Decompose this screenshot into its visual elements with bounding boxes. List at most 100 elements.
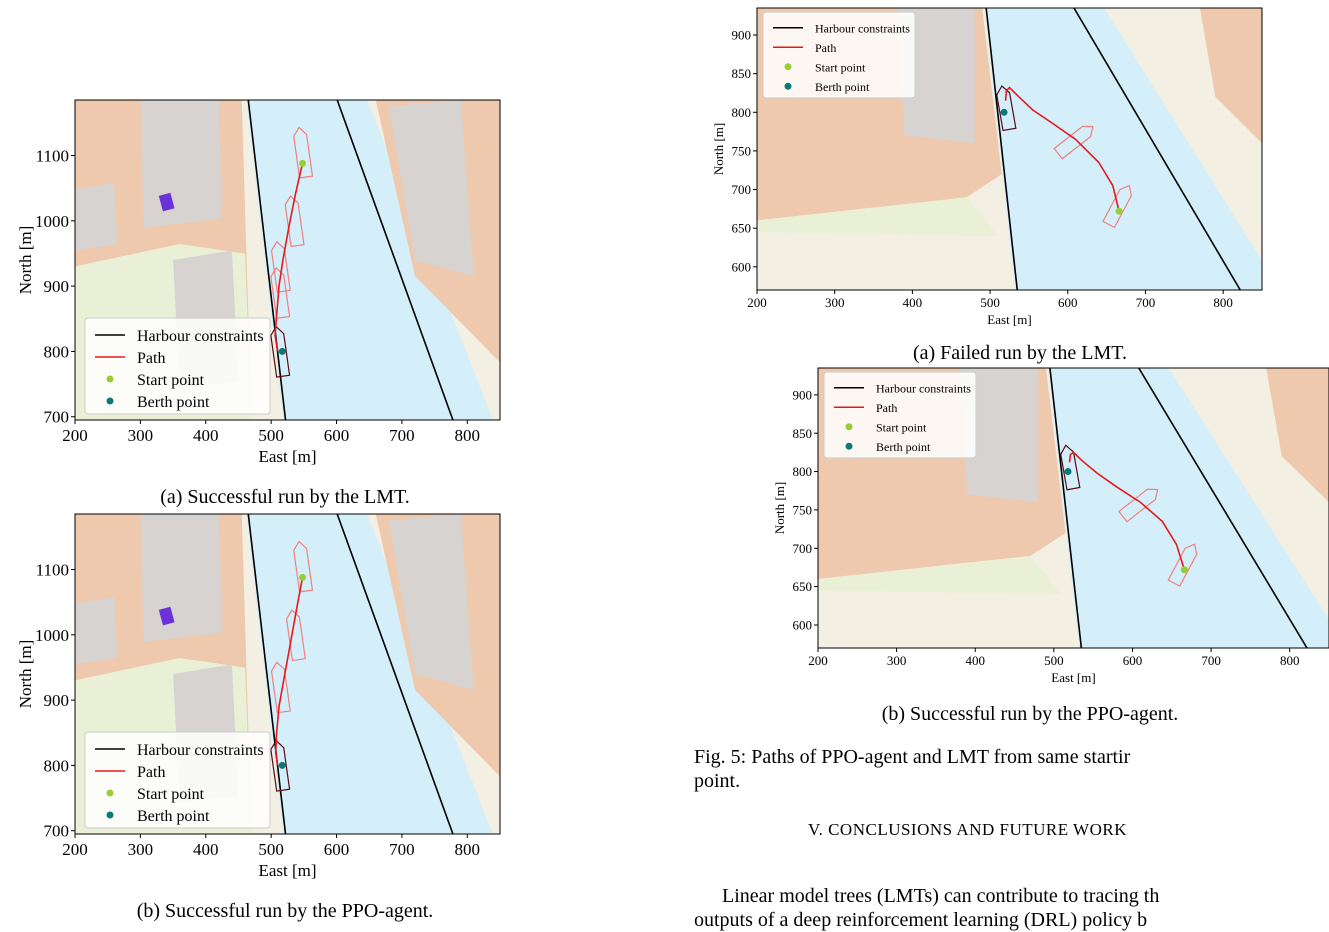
figure-left-a: 200 300 400 500 600 700 800 700 800 900 1000 1100 Ea…	[0, 88, 520, 508]
x-tick-label: 200	[747, 295, 767, 310]
y-tick-label: 850	[732, 66, 752, 81]
start-point-marker	[299, 573, 307, 581]
vessel-outline	[1102, 184, 1132, 229]
section-heading: V. CONCLUSIONS AND FUTURE WORK	[808, 820, 1127, 839]
legend-label: Harbour constraints	[876, 381, 971, 395]
marker-block	[158, 606, 175, 626]
y-tick-label: 1000	[35, 212, 69, 231]
legend-box	[762, 11, 916, 99]
legend-label: Path	[815, 41, 836, 55]
x-axis-label: East [m]	[1051, 670, 1095, 685]
berth-point-marker	[278, 761, 286, 769]
map-background	[757, 8, 1262, 290]
body-text-line1: Linear model trees (LMTs) can contribute…	[722, 885, 1160, 907]
x-tick-label: 400	[965, 653, 985, 668]
harbour-constraint-line	[985, 8, 1019, 290]
x-tick-label: 300	[825, 295, 845, 310]
plot-frame	[756, 7, 1263, 291]
vessel-outline	[285, 609, 306, 662]
x-axis-label: East [m]	[987, 312, 1031, 327]
x-tick-label: 800	[455, 840, 481, 859]
x-tick-label: 700	[1136, 295, 1156, 310]
plot-frame	[74, 513, 501, 835]
legend-label: Harbour constraints	[815, 21, 910, 35]
legend-label: Start point	[137, 786, 205, 803]
building	[896, 8, 975, 144]
vessel-outline	[270, 661, 291, 714]
y-tick-label: 750	[732, 143, 752, 158]
plot-right-a: 200 300 400 500 600 700 800 600 650 700 750 800 850 9…	[711, 7, 1263, 327]
building	[388, 514, 474, 690]
figure-caption-line1: Fig. 5: Paths of PPO-agent and LMT from …	[694, 746, 1131, 768]
water-area	[984, 8, 1262, 290]
legend-label: Path	[876, 401, 897, 415]
harbour-constraint-line	[1138, 368, 1308, 648]
legend-berth-swatch	[845, 442, 853, 450]
legend-label: Harbour constraints	[137, 328, 264, 345]
x-tick-label: 500	[980, 295, 1000, 310]
x-tick-label: 200	[62, 426, 88, 445]
figure-caption-line2: point.	[694, 770, 741, 792]
vessel-outline	[293, 126, 314, 179]
y-tick-label: 650	[793, 579, 813, 594]
x-tick-label: 200	[808, 653, 828, 668]
x-tick-label: 400	[193, 840, 219, 859]
y-tick-label: 800	[732, 105, 752, 120]
x-tick-label: 500	[258, 426, 284, 445]
plot-frame	[817, 367, 1329, 649]
y-tick-label: 1000	[35, 626, 69, 645]
plot-right-b: 200 300 400 500 600 700 800 600 650 700 750 800 850 9…	[772, 367, 1329, 685]
vessel-outline	[1060, 444, 1081, 491]
path-line	[1004, 86, 1120, 212]
berth-point-marker	[1000, 108, 1008, 116]
marker-block	[158, 192, 175, 212]
y-tick-label: 700	[793, 541, 813, 556]
x-tick-label: 600	[1058, 295, 1078, 310]
berth-point-marker	[1064, 468, 1072, 476]
start-point-marker	[299, 159, 307, 167]
legend-label: Path	[137, 350, 165, 367]
y-axis-label: North [m]	[772, 482, 787, 534]
legend-label: Berth point	[876, 440, 931, 454]
caption-right-a: (a) Failed run by the LMT.	[912, 342, 1127, 364]
industrial-area	[1199, 8, 1262, 144]
x-tick-label: 500	[258, 840, 284, 859]
y-tick-label: 600	[732, 259, 752, 274]
x-tick-label: 700	[1201, 653, 1221, 668]
caption-right-b: (b) Successful run by the PPO-agent.	[881, 703, 1179, 725]
path-line	[274, 163, 304, 352]
y-tick-label: 900	[732, 28, 752, 43]
x-tick-label: 400	[193, 426, 219, 445]
y-axis-label: North [m]	[711, 123, 726, 175]
legend-start-swatch	[784, 63, 792, 71]
x-tick-label: 500	[1044, 653, 1064, 668]
x-tick-label: 600	[1123, 653, 1143, 668]
vessel-outline	[996, 85, 1017, 132]
legend-berth-swatch	[106, 397, 114, 405]
y-tick-label: 700	[732, 182, 752, 197]
path-line	[1068, 451, 1186, 570]
vessel-outline	[270, 240, 291, 293]
legend-label: Start point	[815, 60, 866, 74]
legend-box	[84, 731, 271, 829]
vessel-outline	[1053, 125, 1094, 160]
y-tick-label: 750	[793, 502, 813, 517]
harbour-constraint-line	[1073, 8, 1241, 290]
y-tick-label: 700	[44, 822, 70, 841]
harbour-constraint-line	[1049, 368, 1083, 648]
legend-start-swatch	[106, 789, 114, 797]
legend-box	[823, 371, 977, 459]
legend-label: Harbour constraints	[137, 742, 264, 759]
vessel-outline	[270, 325, 291, 378]
building	[75, 597, 118, 665]
x-tick-label: 400	[903, 295, 923, 310]
water-area	[246, 514, 493, 834]
body-text-line2: outputs of a deep reinforcement learning…	[694, 909, 1148, 931]
plot-frame	[74, 99, 501, 421]
water-area	[246, 100, 493, 420]
vessel-outline	[1118, 488, 1159, 523]
legend-label: Start point	[137, 372, 205, 389]
caption-left-b: (b) Successful run by the PPO-agent.	[136, 900, 434, 922]
legend-label: Start point	[876, 420, 927, 434]
y-tick-label: 1100	[36, 560, 69, 579]
